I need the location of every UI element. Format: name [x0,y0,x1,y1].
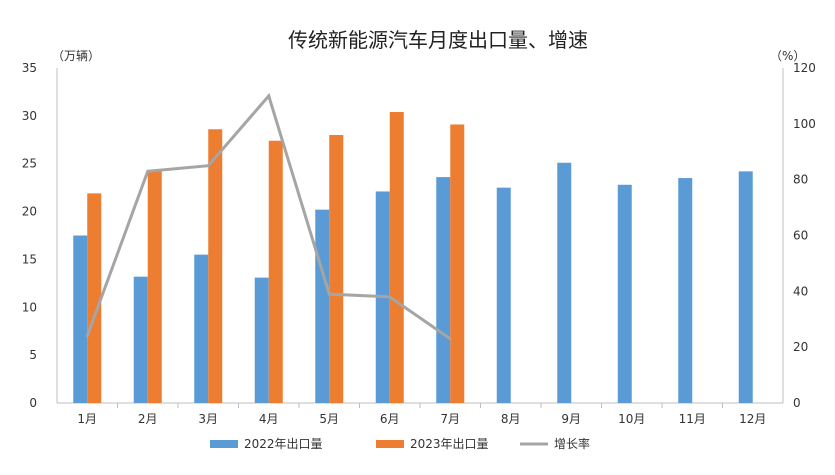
bar-2022 [315,209,330,403]
left-tick-label: 15 [22,252,37,266]
right-tick-label: 60 [793,229,808,243]
x-tick-label: 9月 [561,412,581,426]
x-tick-label: 6月 [380,412,400,426]
chart-title: 传统新能源汽车月度出口量、增速 [288,28,588,52]
right-tick-label: 40 [793,284,808,298]
bar-2023 [329,135,344,403]
x-tick-label: 7月 [440,412,460,426]
left-tick-label: 35 [22,61,37,75]
right-tick-label: 120 [793,61,816,75]
left-axis-unit: （万辆） [52,49,100,63]
left-tick-label: 20 [22,205,37,219]
bar-2023 [389,112,404,404]
growth-rate-point [327,292,331,296]
legend-label: 2023年出口量 [410,437,489,451]
bar-2022 [133,276,148,403]
x-tick-label: 11月 [679,412,706,426]
x-tick-label: 10月 [618,412,645,426]
x-tick-label: 2月 [138,412,158,426]
bar-2023 [208,129,223,403]
legend-swatch [210,440,238,448]
bar-2022 [678,178,693,403]
right-axis-unit: （%） [770,49,805,63]
bar-2022 [436,177,451,403]
x-tick-label: 3月 [198,412,218,426]
legend-label: 增长率 [554,436,590,451]
left-tick-label: 25 [22,157,37,171]
right-tick-label: 20 [793,340,808,354]
bar-2022 [738,171,753,403]
bar-2022 [617,184,632,403]
growth-line [85,92,452,341]
growth-rate-point [206,164,210,168]
right-tick-label: 100 [793,117,816,131]
left-tick-label: 10 [22,300,37,314]
x-tick-label: 8月 [501,412,521,426]
bar-2023 [268,140,283,403]
growth-rate-point [267,94,271,98]
bar-2022 [557,162,572,403]
x-tick-label: 12月 [739,412,766,426]
bars [73,112,753,404]
right-tick-label: 0 [793,396,801,410]
bar-2023 [87,193,102,403]
bar-2023 [450,124,465,403]
growth-rate-point [448,337,452,341]
left-tick-label: 0 [29,396,37,410]
bar-2022 [194,254,209,403]
legend: 2022年出口量 2023年出口量 增长率 [210,436,590,451]
legend-swatch [376,440,404,448]
legend-label: 2022年出口量 [244,437,323,451]
x-tick-label: 5月 [319,412,339,426]
right-tick-label: 80 [793,173,808,187]
bar-2023 [147,170,162,403]
growth-rate-point [388,295,392,299]
bar-2022 [73,235,88,403]
growth-rate-point [85,334,89,338]
bar-2022 [254,277,269,403]
bar-2022 [496,187,511,403]
left-tick-label: 5 [29,348,37,362]
left-tick-label: 30 [22,109,37,123]
x-tick-label: 4月 [259,412,279,426]
x-tick-label: 1月 [77,412,97,426]
axes: 0 5 10 15 20 25 30 35 0 20 40 60 80 100 120 1月 2月 3月 4月 5月 6… [22,61,816,426]
growth-rate-point [146,169,150,173]
